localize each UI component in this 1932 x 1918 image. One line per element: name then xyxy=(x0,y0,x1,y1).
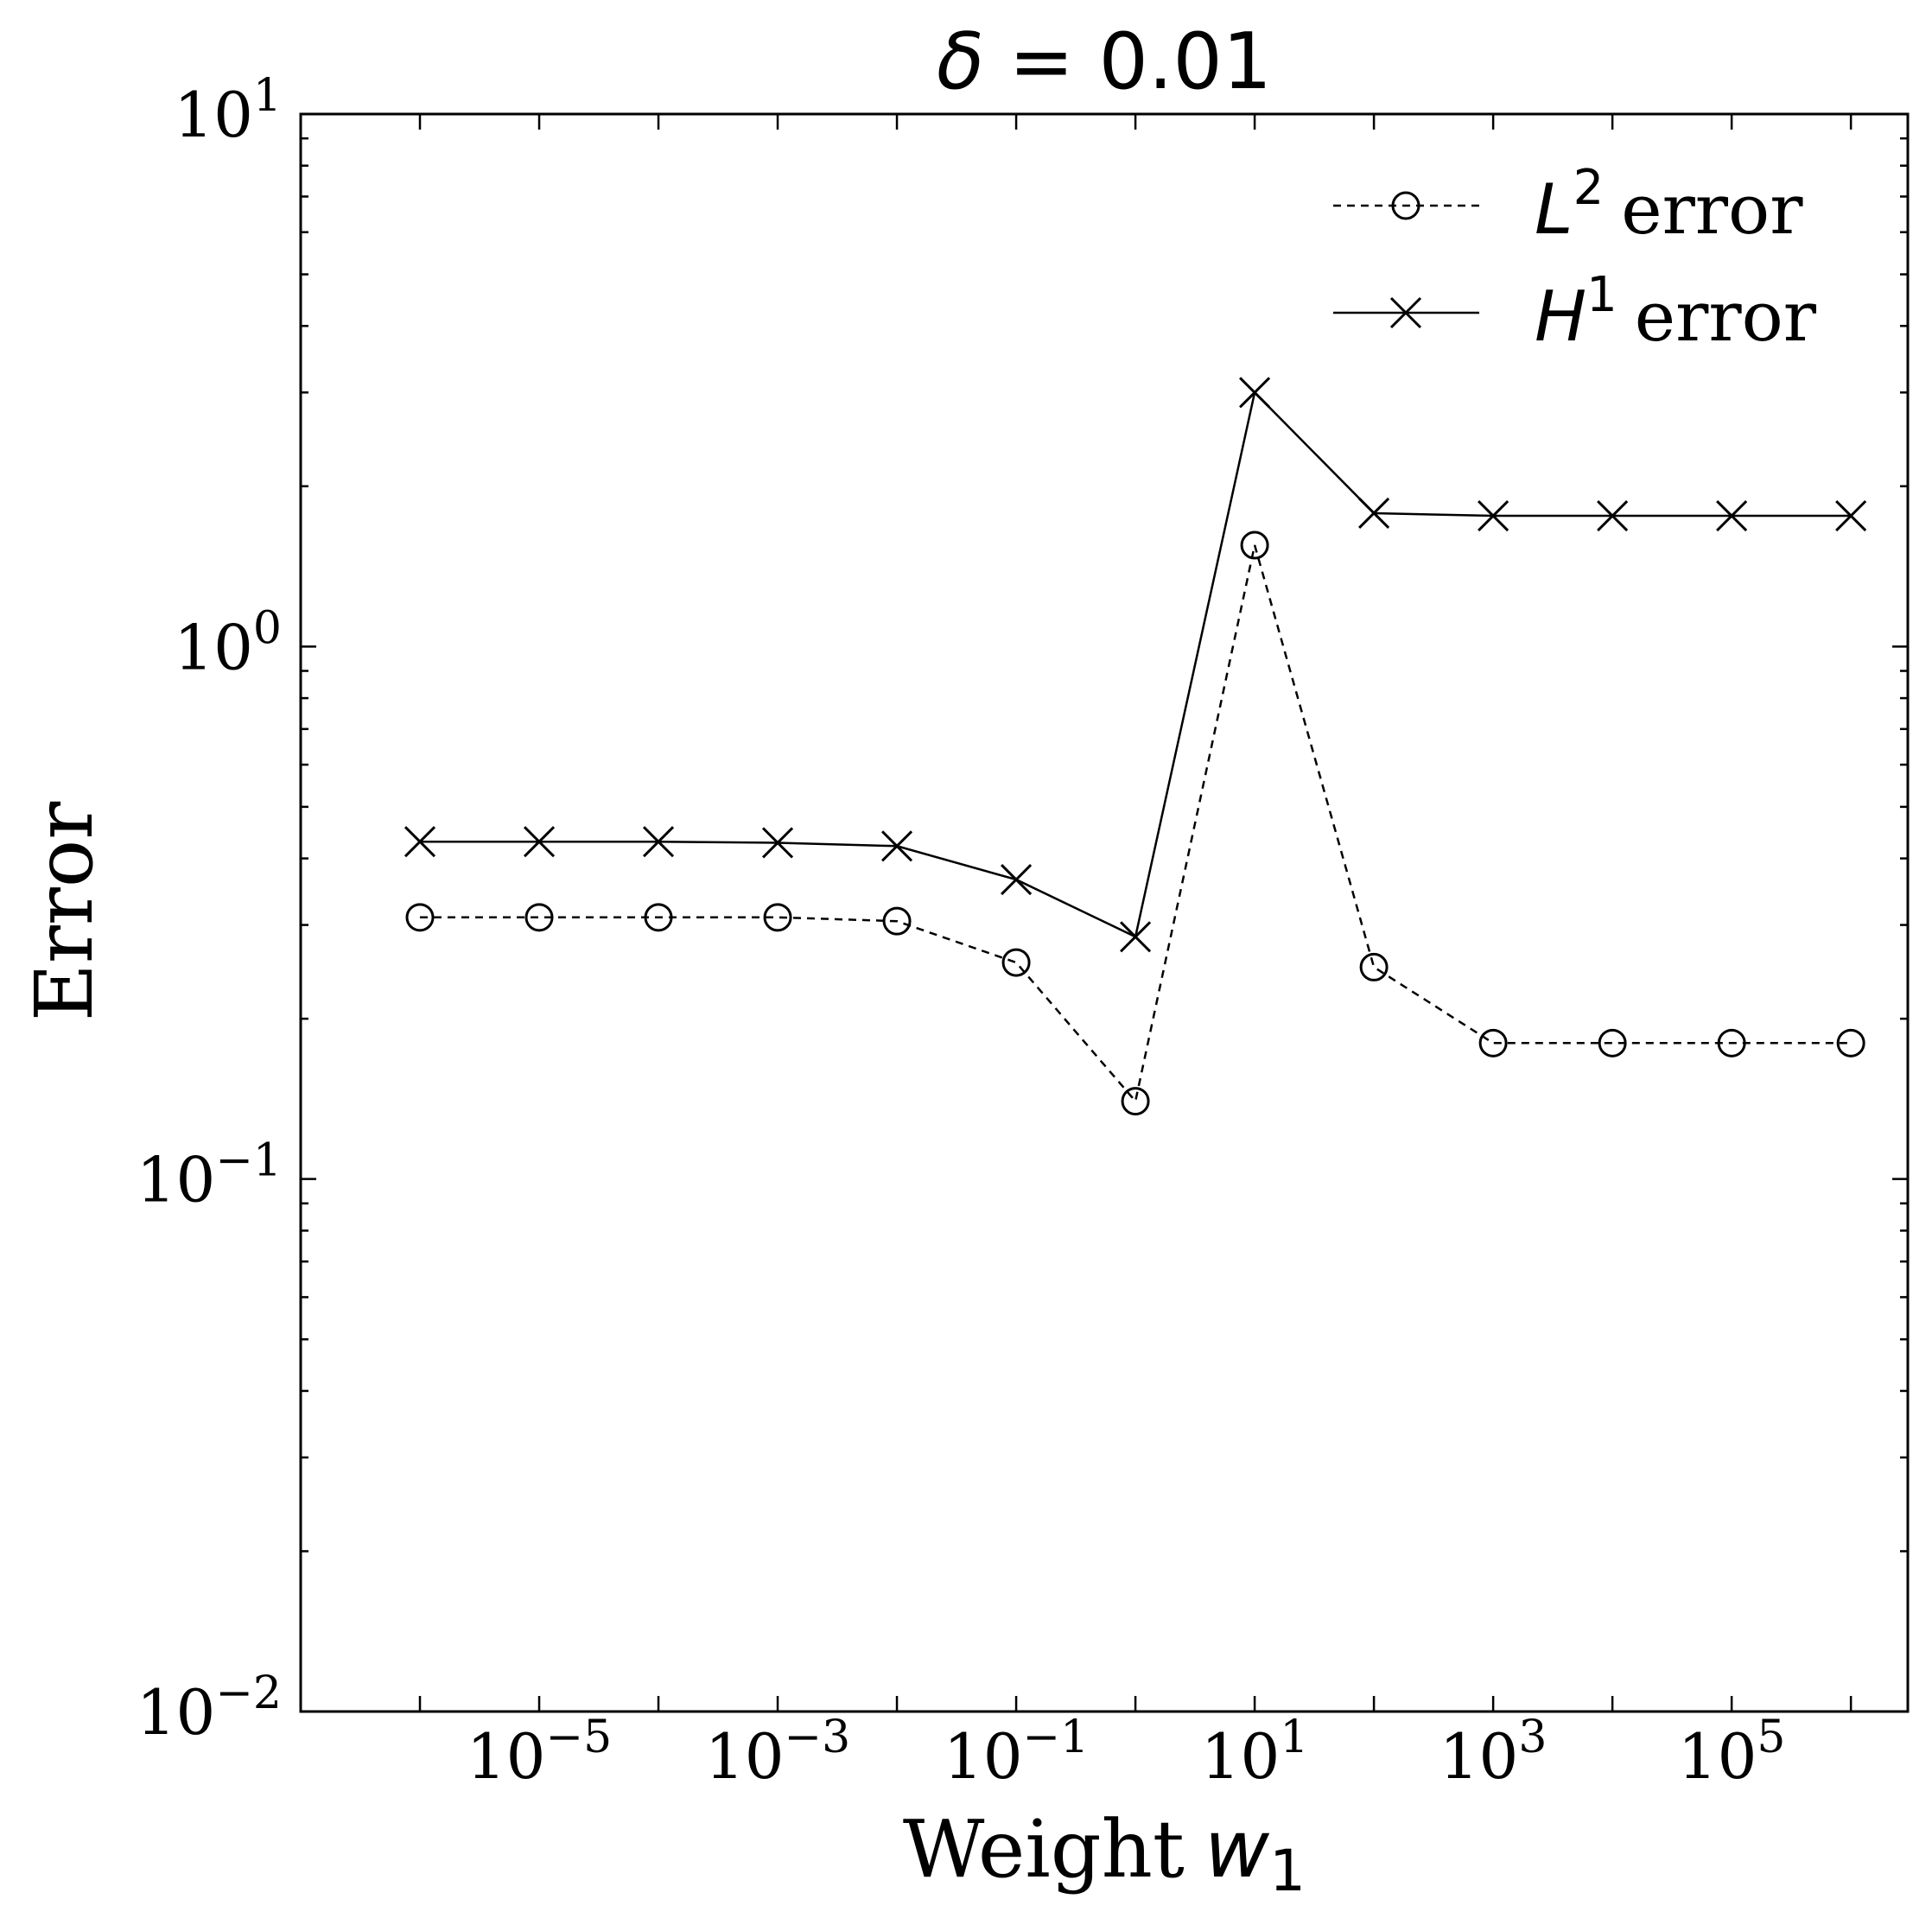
series-1-point xyxy=(1001,864,1033,896)
series-1-point xyxy=(1478,499,1509,532)
series-1-point xyxy=(1835,499,1867,532)
y-tick-label: 100 xyxy=(174,602,282,683)
legend-h1-marker xyxy=(1389,296,1422,329)
series-0-point xyxy=(1717,1028,1746,1057)
series-0-point xyxy=(405,903,435,932)
series-0-point xyxy=(1001,948,1031,977)
series-1-point xyxy=(1597,499,1629,532)
series-1-point xyxy=(1358,497,1390,530)
series-0-point xyxy=(1240,530,1269,560)
series-1-point xyxy=(1716,499,1748,532)
axis-tick-labels: 10−5 10−3 10−1 101 103 105 10−2 10−1 100 101 xyxy=(137,70,1786,1793)
legend-h1-label: H1 error xyxy=(1535,267,1817,357)
x-axis-label-word: Weight xyxy=(903,1803,1185,1896)
series-1-point xyxy=(761,827,794,859)
series-0-point xyxy=(1836,1028,1865,1057)
series-0-point xyxy=(1598,1028,1627,1057)
x-axis-label-symbol: w xyxy=(1204,1803,1270,1896)
series-1-point xyxy=(1120,921,1152,953)
series-1-point xyxy=(523,826,556,858)
series-0-line xyxy=(420,544,1852,1104)
y-axis-label: Error xyxy=(18,802,111,1022)
series-1-point xyxy=(404,826,436,858)
legend-l2-marker xyxy=(1391,191,1420,220)
x-tick-label: 105 xyxy=(1678,1712,1786,1793)
x-axis-label: Weight w1 xyxy=(903,1803,1306,1904)
series-0-point xyxy=(763,903,792,932)
y-tick-label: 10−2 xyxy=(137,1667,282,1749)
series-0-point xyxy=(644,903,673,932)
x-tick-label: 10−5 xyxy=(467,1712,612,1793)
legend: L2 error H1 error xyxy=(1333,160,1817,357)
chart-title: δ = 0.01 xyxy=(937,16,1272,107)
series-0-point xyxy=(1359,952,1389,981)
x-axis-label-subscript: 1 xyxy=(1269,1838,1306,1904)
x-tick-label: 101 xyxy=(1201,1712,1309,1793)
series-1-point xyxy=(642,826,675,858)
series-1-point xyxy=(1239,377,1271,409)
series-0-point xyxy=(1478,1028,1508,1057)
x-tick-label: 10−3 xyxy=(705,1712,850,1793)
y-tick-label: 10−1 xyxy=(137,1135,282,1216)
x-tick-label: 10−1 xyxy=(944,1712,1089,1793)
title-delta: δ xyxy=(937,16,984,107)
series-0-point xyxy=(1121,1087,1150,1116)
series-0-point xyxy=(882,906,912,936)
title-value: 0.01 xyxy=(1099,16,1272,107)
series-1-point xyxy=(880,830,913,862)
y-tick-label: 101 xyxy=(174,70,282,151)
plot-frame xyxy=(299,112,1910,1713)
legend-l2-label: L2 error xyxy=(1535,160,1803,250)
x-tick-label: 103 xyxy=(1439,1712,1548,1793)
series-0-point xyxy=(524,903,554,932)
series-layer xyxy=(404,377,1867,1116)
